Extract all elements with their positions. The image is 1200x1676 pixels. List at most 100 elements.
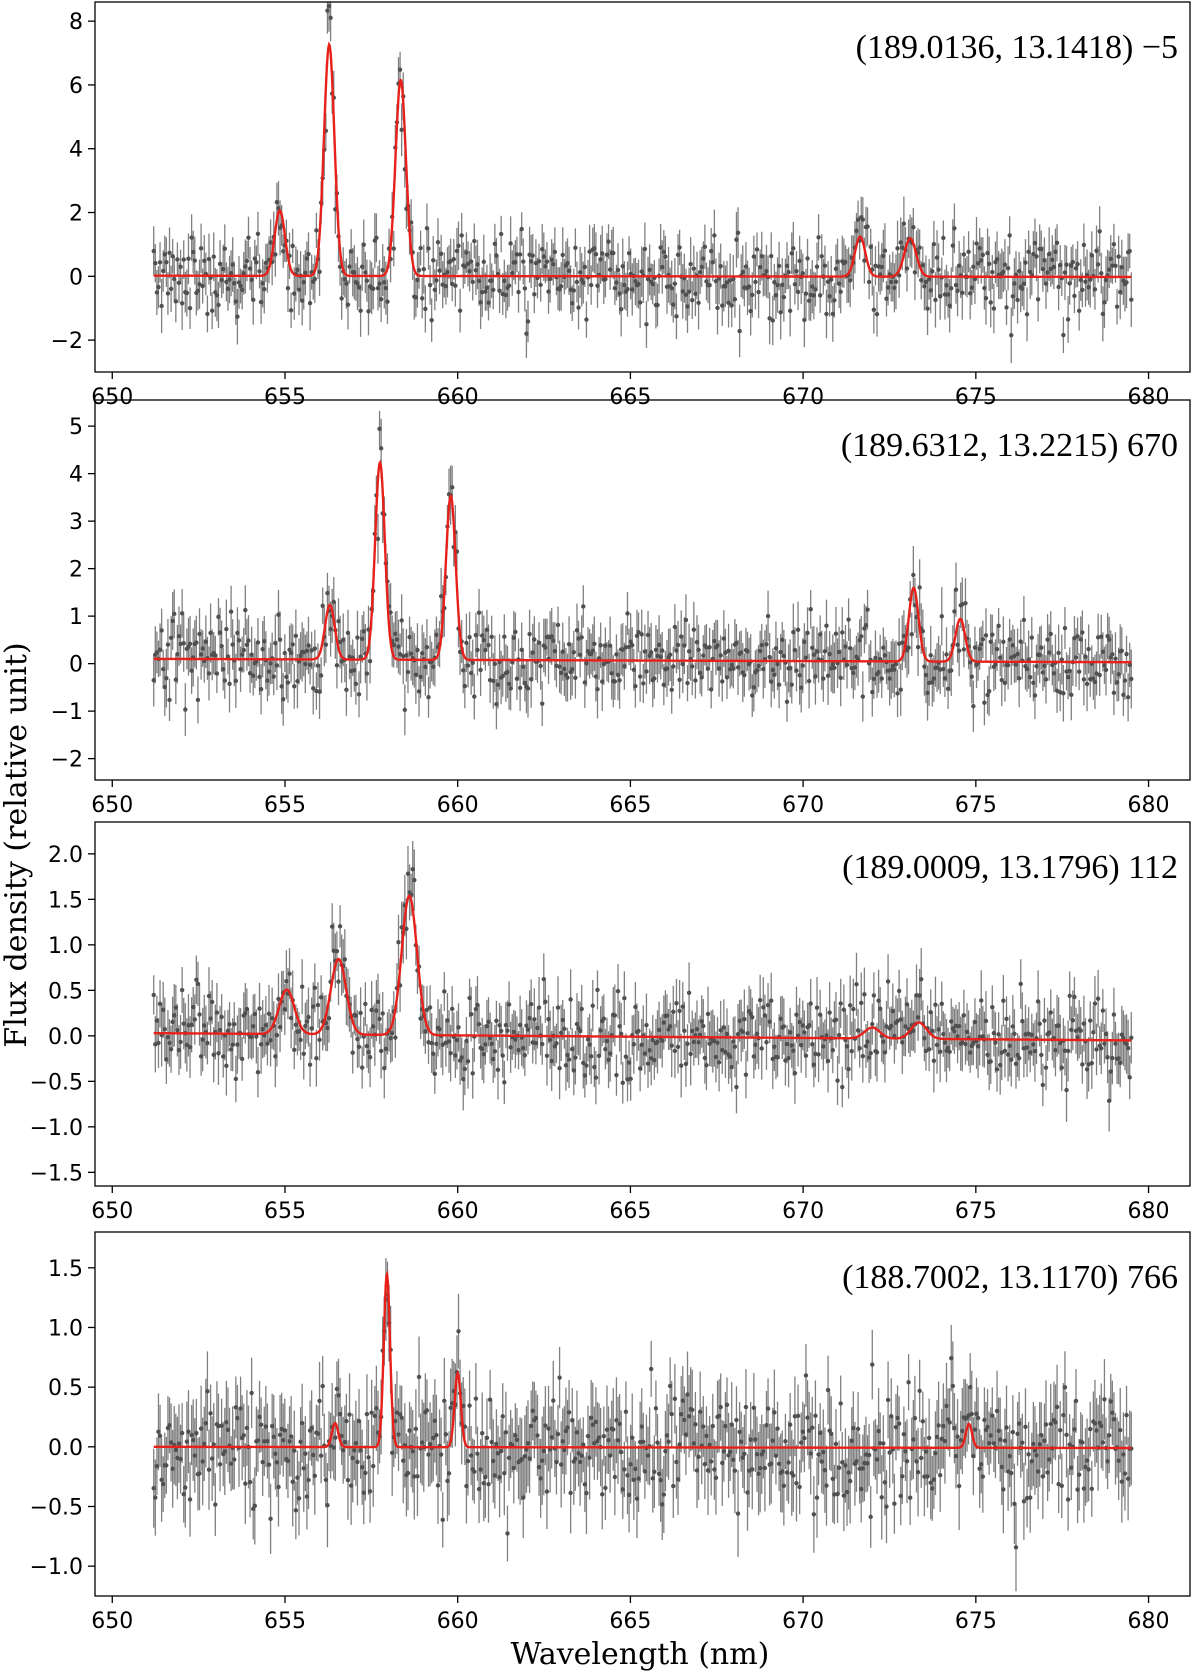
data-point <box>595 1438 600 1444</box>
data-point <box>814 264 820 269</box>
data-point <box>1039 246 1044 252</box>
data-point <box>975 261 981 266</box>
data-point <box>326 1015 332 1021</box>
data-point <box>209 308 215 313</box>
data-point <box>1106 1098 1112 1104</box>
data-point <box>290 1479 295 1484</box>
data-point <box>191 1004 196 1010</box>
data-point <box>994 1408 1000 1414</box>
data-point <box>952 1029 957 1034</box>
data-point <box>232 1021 237 1027</box>
data-point <box>813 1413 818 1418</box>
data-point <box>614 1418 619 1423</box>
data-point <box>772 280 777 285</box>
data-point <box>829 1431 834 1436</box>
data-point <box>266 669 272 674</box>
data-point <box>699 264 704 270</box>
data-point <box>356 1418 362 1424</box>
data-point <box>893 1424 899 1430</box>
data-point <box>713 1475 719 1481</box>
data-point <box>942 1438 948 1444</box>
data-point <box>274 200 280 205</box>
data-point <box>413 295 419 300</box>
data-point <box>713 1054 719 1060</box>
data-point <box>892 285 897 290</box>
data-point <box>764 642 769 647</box>
data-point <box>739 650 744 655</box>
data-point <box>429 317 434 323</box>
data-point <box>1042 1018 1047 1023</box>
data-point <box>423 306 428 312</box>
data-point <box>742 285 747 290</box>
data-point <box>1100 311 1106 317</box>
data-point <box>187 305 193 311</box>
data-point <box>1056 650 1061 656</box>
data-point <box>672 1396 678 1401</box>
data-point <box>956 263 962 268</box>
data-point <box>857 1046 862 1051</box>
data-point <box>164 260 169 265</box>
data-point <box>160 1007 166 1013</box>
data-point <box>653 1406 659 1411</box>
data-point <box>893 279 899 284</box>
data-point <box>293 1508 299 1513</box>
data-point <box>648 650 654 655</box>
data-point <box>680 1398 685 1403</box>
data-point <box>299 984 305 989</box>
data-point <box>315 1002 321 1008</box>
data-point <box>860 1054 866 1059</box>
data-point <box>745 649 750 654</box>
data-point <box>416 689 422 694</box>
data-point <box>208 1411 213 1416</box>
data-point <box>620 647 625 652</box>
data-point <box>840 630 845 635</box>
data-point <box>1028 269 1033 275</box>
data-point <box>265 678 270 683</box>
data-point <box>868 1514 873 1520</box>
data-point <box>391 246 396 251</box>
data-point <box>189 1432 194 1438</box>
data-point <box>701 653 706 658</box>
data-point <box>922 284 927 289</box>
data-point <box>233 299 239 304</box>
data-point <box>528 676 534 682</box>
data-point <box>656 1471 662 1476</box>
data-point <box>754 1452 760 1457</box>
data-point <box>508 241 513 246</box>
data-point <box>456 243 461 249</box>
data-point <box>630 287 635 292</box>
data-point <box>691 1441 697 1446</box>
data-point <box>596 1435 602 1440</box>
data-point <box>972 1427 978 1432</box>
data-point <box>764 269 769 274</box>
data-point <box>1092 679 1098 685</box>
data-point <box>931 1477 937 1482</box>
data-point <box>950 243 956 248</box>
data-point <box>186 1429 191 1434</box>
data-point <box>579 1006 584 1012</box>
data-point <box>743 1072 749 1077</box>
data-point <box>577 1028 583 1034</box>
data-point <box>800 1429 805 1434</box>
data-point <box>718 1404 723 1410</box>
data-point <box>162 1027 167 1032</box>
data-point <box>181 257 186 262</box>
data-point <box>266 1011 272 1016</box>
data-point <box>570 1046 575 1052</box>
data-point <box>371 1463 376 1469</box>
data-point <box>669 1043 674 1048</box>
data-point <box>759 253 764 259</box>
data-point <box>442 1398 447 1404</box>
data-point <box>415 1474 420 1479</box>
data-point <box>980 1474 986 1479</box>
data-point <box>977 646 982 652</box>
data-point <box>639 1424 644 1429</box>
data-point <box>246 235 251 240</box>
data-point <box>849 1438 854 1443</box>
data-point <box>697 1409 703 1415</box>
data-point <box>843 644 848 649</box>
data-point <box>625 1473 630 1478</box>
data-point <box>1043 677 1049 682</box>
data-point <box>866 1055 872 1060</box>
x-tick-label: 650 <box>91 1199 133 1224</box>
